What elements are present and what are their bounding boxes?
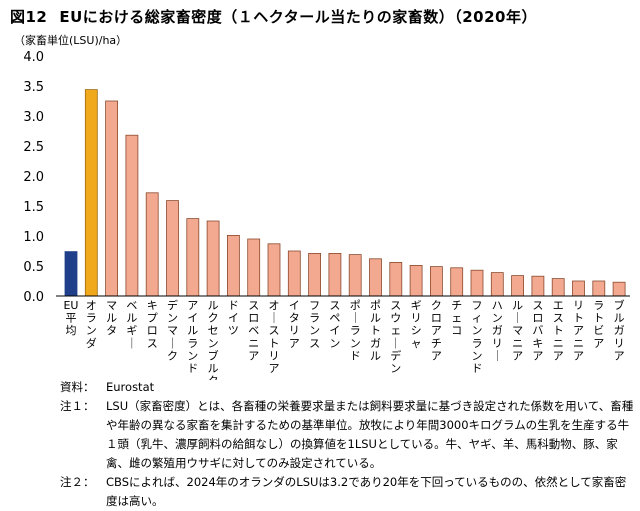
bar [470,269,484,297]
note-2: 注２： CBSによれば、2024年のオランダのLSUは3.2であり20年を下回っ… [60,475,627,508]
bar [206,220,220,297]
category-label: ドイツ [228,299,239,337]
bar [247,238,261,297]
bar [389,261,403,297]
y-tick-label: 3.0 [23,110,44,125]
title-text: EUにおける総家畜密度（１ヘクタール当たりの家畜数）（2020年） [59,8,537,26]
bar [287,250,301,297]
category-label: ルクセンブルク [208,299,219,380]
y-tick-label: 1.0 [23,230,44,245]
category-label: イタリア [289,299,300,350]
category-label: EU 平均 [63,299,78,337]
category-label: フィンランド [472,299,483,375]
category-label: ブルガリア [614,298,625,362]
bar [612,281,626,297]
y-tick-label: 2.5 [23,140,44,155]
bar [511,275,525,297]
bar [145,192,159,297]
category-label: スロベニア [248,299,259,362]
bar-chart: （家畜単位(LSU)/ha） 0.0 0.5 1.0 1.5 2.0 2.5 3.0 3.5 4… [14,33,630,380]
source-note: 資料： Eurostat [60,380,155,394]
category-label: ル｜マニア [512,299,523,362]
category-label: ギリシャ [411,299,422,350]
bar [572,280,585,297]
y-tick-label: 0.0 [23,290,44,305]
category-label: ポルトガル [370,299,381,362]
bar [166,200,179,297]
y-tick-label: 1.5 [23,200,44,215]
y-tick-label: 2.0 [23,170,44,185]
category-label: ポ｜ランド [350,299,361,362]
y-tick-label: 0.5 [23,260,44,275]
bar [450,267,464,297]
category-label: オ｜ストリア [269,299,280,375]
category-label: ラトビア [593,299,604,350]
category-label: アイルランド [187,299,198,375]
y-axis-ticks: 0.0 0.5 1.0 1.5 2.0 2.5 3.0 3.5 4.0 [23,50,44,305]
bar [490,272,504,297]
chart-title: 図12 EUにおける総家畜密度（１ヘクタール当たりの家畜数）（2020年） [10,6,537,27]
bar [226,234,240,297]
category-label: チェコ [451,299,462,337]
bar [409,264,423,297]
category-label: エストニア [553,299,564,362]
category-label: マルタ [106,299,117,337]
category-label: ベルギ｜ [126,299,137,350]
category-label: クロアチア [431,299,442,362]
bar [125,134,139,297]
bar [64,251,78,297]
bar [551,278,565,297]
category-label: スペイン [329,299,340,350]
bar [429,266,443,297]
category-label: スロバキア [532,299,543,362]
bar [531,275,545,297]
bar [267,243,281,297]
category-label: リトアニア [573,299,584,362]
figure-number: 図12 [10,8,48,26]
category-label: キプロス [147,299,158,350]
bar [328,252,342,297]
category-label: ハンガリ｜ [492,299,503,362]
bar [308,252,322,297]
bar [105,100,118,297]
bar [369,258,382,297]
bars [64,89,626,297]
bar [592,280,606,297]
notes: 資料： Eurostat 注１： LSU（家畜密度）とは、各畜種の栄養要求量また… [60,378,634,511]
y-tick-label: 4.0 [23,50,44,65]
bar [84,89,98,297]
bar [348,254,362,297]
bar [186,218,200,297]
note-1: 注１： LSU（家畜密度）とは、各畜種の栄養要求量または飼料要求量に基づき設定さ… [60,399,634,470]
category-label: オランダ [86,299,97,350]
y-axis-unit-label: （家畜単位(LSU)/ha） [14,33,127,47]
category-label: フランス [309,299,320,350]
y-tick-label: 3.5 [23,80,44,95]
category-label: スウェ｜デン [390,299,401,375]
category-label: デンマ｜ク [167,298,178,362]
